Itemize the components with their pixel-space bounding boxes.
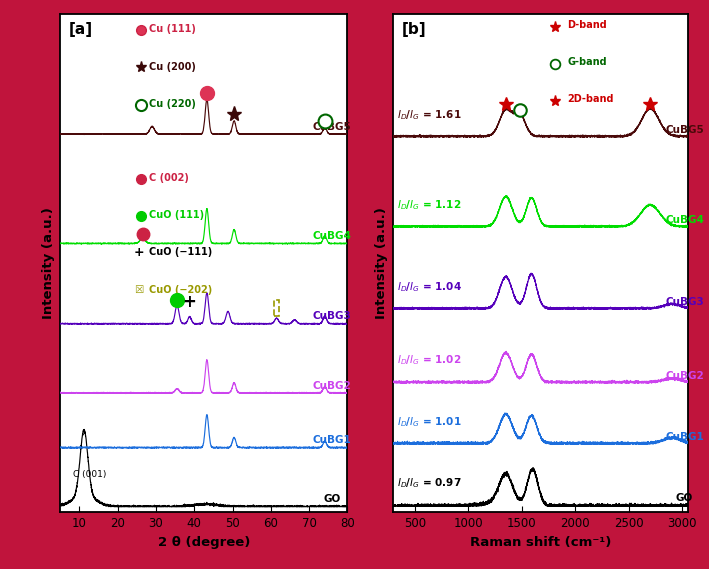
X-axis label: 2 θ (degree): 2 θ (degree)	[157, 535, 250, 549]
Text: CuO (111): CuO (111)	[150, 210, 204, 220]
Text: G-band: G-band	[567, 57, 607, 67]
Text: CuBG4: CuBG4	[665, 215, 704, 225]
Text: [a]: [a]	[68, 22, 92, 36]
Text: ☒: ☒	[134, 284, 143, 295]
Text: CuBG1: CuBG1	[665, 432, 704, 442]
Text: Cu (200): Cu (200)	[150, 61, 196, 72]
Text: CuBG4: CuBG4	[313, 231, 352, 241]
Text: $I_D$/$I_G$ = 1.12: $I_D$/$I_G$ = 1.12	[397, 198, 461, 212]
Text: C (001): C (001)	[72, 470, 106, 479]
Text: [b]: [b]	[402, 22, 426, 36]
Text: $I_D$/$I_G$ = 1.04: $I_D$/$I_G$ = 1.04	[397, 280, 462, 294]
Text: GO: GO	[323, 494, 341, 504]
Text: Cu (220): Cu (220)	[150, 99, 196, 109]
Text: CuBG3: CuBG3	[665, 297, 704, 307]
Text: CuO (−202): CuO (−202)	[150, 284, 213, 295]
Text: $I_D$/$I_G$ = 1.01: $I_D$/$I_G$ = 1.01	[397, 415, 462, 429]
Text: C (002): C (002)	[150, 172, 189, 183]
Text: +: +	[134, 246, 145, 259]
Text: +: +	[183, 293, 196, 311]
Text: 2D-band: 2D-band	[567, 94, 613, 104]
Text: CuBG5: CuBG5	[313, 122, 352, 131]
Text: CuBG1: CuBG1	[313, 435, 352, 446]
Text: CuBG3: CuBG3	[313, 311, 352, 321]
Bar	[274, 300, 279, 316]
Y-axis label: Intensity (a.u.): Intensity (a.u.)	[42, 207, 55, 319]
Text: CuBG2: CuBG2	[665, 370, 704, 381]
Y-axis label: Intensity (a.u.): Intensity (a.u.)	[375, 207, 388, 319]
Text: $I_D$/$I_G$ = 1.02: $I_D$/$I_G$ = 1.02	[397, 353, 461, 368]
Text: GO: GO	[676, 493, 693, 504]
Text: D-band: D-band	[567, 20, 607, 30]
Text: CuO (−111): CuO (−111)	[150, 247, 213, 257]
Text: CuBG5: CuBG5	[665, 125, 704, 135]
Text: CuBG2: CuBG2	[313, 381, 352, 391]
Text: Cu (111): Cu (111)	[150, 24, 196, 34]
Text: $I_D$/$I_G$ = 1.61: $I_D$/$I_G$ = 1.61	[397, 108, 462, 122]
X-axis label: Raman shift (cm⁻¹): Raman shift (cm⁻¹)	[470, 535, 611, 549]
Text: $I_D$/$I_G$ = 0.97: $I_D$/$I_G$ = 0.97	[397, 476, 462, 490]
